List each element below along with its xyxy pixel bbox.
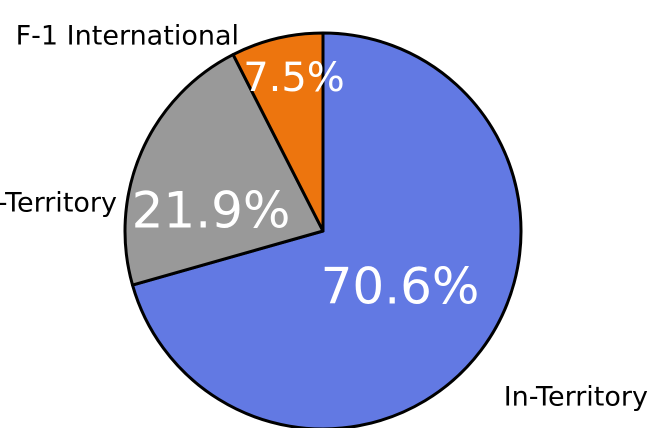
pie-value-label-out-of-territory: 21.9% — [132, 182, 291, 240]
pie-category-label-out-of-territory: Out-of-Territory — [0, 188, 117, 219]
pie-slices — [123, 31, 523, 428]
pie-slice-f-1-international — [231, 31, 325, 233]
pie-category-label-f-1-international: F-1 International — [16, 21, 239, 52]
pie-value-label-in-territory: 70.6% — [321, 258, 480, 316]
pie-slice-in-territory — [131, 31, 523, 428]
pie-slice-out-of-territory — [123, 53, 325, 287]
pie-labels: 70.6% In-Territory 21.9% Out-of-Territory 7.… — [0, 21, 648, 413]
pie-category-label-in-territory: In-Territory — [504, 382, 648, 413]
pie-value-label-f-1-international: 7.5% — [243, 55, 345, 101]
